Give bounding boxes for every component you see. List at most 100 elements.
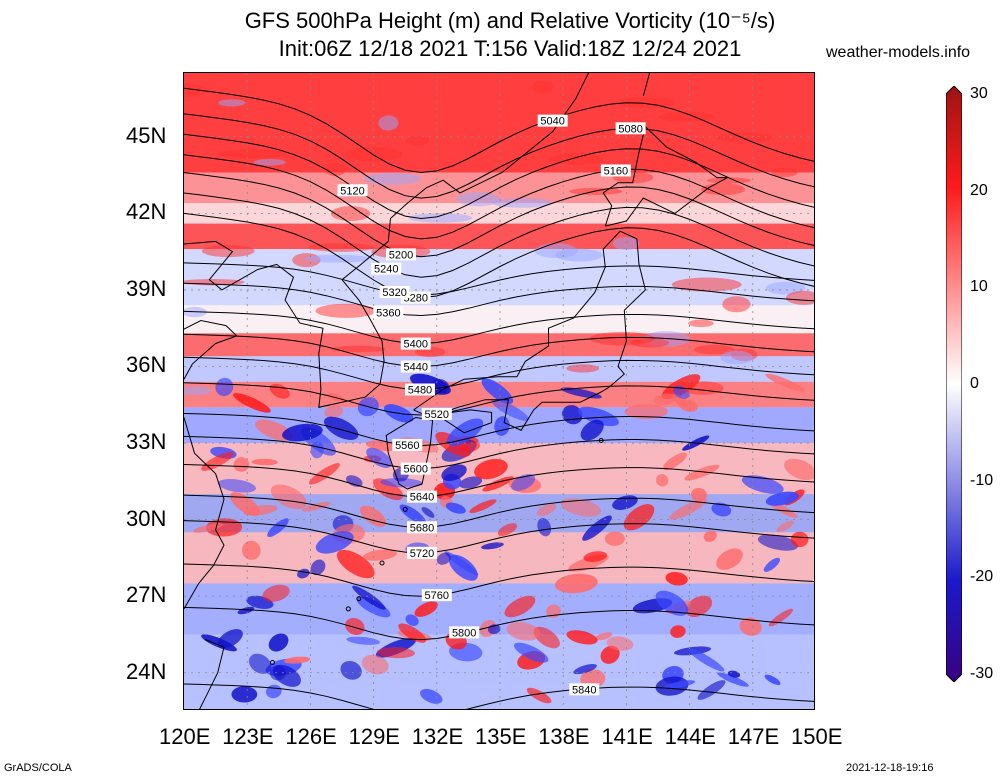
vorticity-cell [399, 504, 426, 524]
vorticity-band [184, 73, 814, 173]
vorticity-cell [308, 243, 375, 252]
svg-text:5040: 5040 [540, 116, 564, 128]
vorticity-cell [526, 687, 552, 704]
contour-label: 5040 [537, 114, 568, 128]
vorticity-cell [580, 419, 604, 441]
colorbar [945, 85, 963, 683]
vorticity-cell [444, 551, 479, 576]
svg-text:5400: 5400 [403, 339, 427, 351]
vorticity-cell [267, 518, 289, 538]
height-contour [184, 113, 814, 199]
vorticity-cell [504, 595, 536, 618]
vorticity-cell [421, 507, 435, 518]
vorticity-cell [184, 386, 213, 396]
vorticity-cell [573, 663, 597, 675]
vorticity-cell [534, 243, 578, 259]
vorticity-cell [715, 132, 774, 143]
vorticity-cell [346, 636, 381, 645]
lon-label: 132E [411, 724, 464, 749]
vorticity-cell [670, 625, 686, 638]
vorticity-cell [776, 520, 795, 533]
vorticity-cell [703, 530, 717, 542]
lon-label: 141E [601, 724, 653, 749]
svg-text:5560: 5560 [395, 440, 419, 452]
vorticity-cell [653, 393, 677, 406]
colorbar-tick-label: 30 [970, 85, 988, 102]
vorticity-cell [604, 531, 625, 546]
vorticity-cell [231, 686, 258, 703]
vorticity-cell [218, 149, 288, 159]
vorticity-cell [251, 458, 278, 466]
vorticity-cell [790, 531, 809, 548]
height-contour [184, 192, 814, 278]
vorticity-cell [215, 377, 234, 397]
vorticity-cell [205, 518, 243, 537]
vorticity-cell [612, 237, 640, 250]
vorticity-cell [345, 617, 365, 635]
vorticity-cell [445, 502, 466, 514]
vorticity-cell [184, 84, 207, 97]
vorticity-cell [612, 495, 638, 510]
vorticity-cell [497, 523, 518, 537]
vorticity-cell [366, 447, 392, 468]
svg-text:5600: 5600 [403, 464, 427, 476]
vorticity-cell [405, 614, 419, 626]
vorticity-cell [595, 632, 613, 641]
vorticity-cell [616, 97, 675, 108]
vorticity-cell [262, 584, 290, 602]
vorticity-cell [671, 277, 742, 292]
lat-label: 42N [126, 199, 167, 225]
height-contour [184, 464, 814, 498]
vorticity-cell [218, 99, 246, 107]
contour-label: 5240 [371, 262, 402, 276]
contour-label: 5360 [373, 306, 404, 319]
vorticity-cell [492, 197, 553, 208]
island-outline [345, 606, 351, 612]
height-contour [184, 282, 814, 317]
vorticity-cell [669, 498, 707, 520]
height-contour [184, 683, 814, 709]
vorticity-cell [706, 177, 752, 184]
contour-label: 5680 [407, 521, 438, 534]
svg-text:5080: 5080 [618, 123, 642, 135]
lat-label: 33N [126, 429, 167, 455]
contour-label: 5840 [569, 683, 600, 696]
vorticity-cell [282, 423, 323, 442]
sakhalin-coastline [642, 73, 651, 97]
taiwan-coastline [199, 639, 225, 709]
vorticity-cell [682, 381, 724, 395]
vorticity-cell [481, 542, 504, 550]
map-title-line2: Init:06Z 12/18 2021 T:156 Valid:18Z 12/2… [278, 36, 742, 61]
height-contour [184, 172, 814, 258]
lon-label: 129E [348, 724, 400, 749]
height-contour [184, 356, 814, 391]
vorticity-cell [741, 475, 784, 494]
vorticity-cell [344, 147, 403, 162]
vorticity-cell [233, 393, 271, 413]
vorticity-cell [270, 484, 307, 510]
contour-label: 5440 [400, 360, 431, 374]
vorticity-cell [346, 475, 363, 487]
vorticity-cell [193, 523, 224, 533]
map-plot-area: 5040 5080 5120 5160 5200 5240 5280 5320 5360 5400… [183, 72, 815, 710]
contour-label: 5080 [615, 122, 646, 135]
vorticity-cell [697, 680, 726, 700]
vorticity-cell [304, 254, 370, 263]
vorticity-cell [716, 548, 743, 570]
vorticity-cell [364, 172, 422, 185]
lon-label: 123E [222, 724, 274, 749]
vorticity-cell [771, 168, 798, 178]
vorticity-cell [459, 441, 480, 453]
contour-label: 5800 [449, 626, 480, 639]
lon-label: 126E [285, 724, 337, 749]
svg-text:5320: 5320 [382, 287, 406, 299]
vorticity-cell [720, 350, 753, 365]
vorticity-cell [315, 303, 377, 318]
vorticity-cell [665, 571, 688, 586]
vorticity-cell [459, 476, 483, 489]
vorticity-cell [202, 245, 255, 258]
vorticity-cell [284, 656, 311, 664]
height-contour [184, 413, 814, 447]
lon-label: 150E [791, 724, 843, 749]
height-contour [184, 262, 814, 296]
